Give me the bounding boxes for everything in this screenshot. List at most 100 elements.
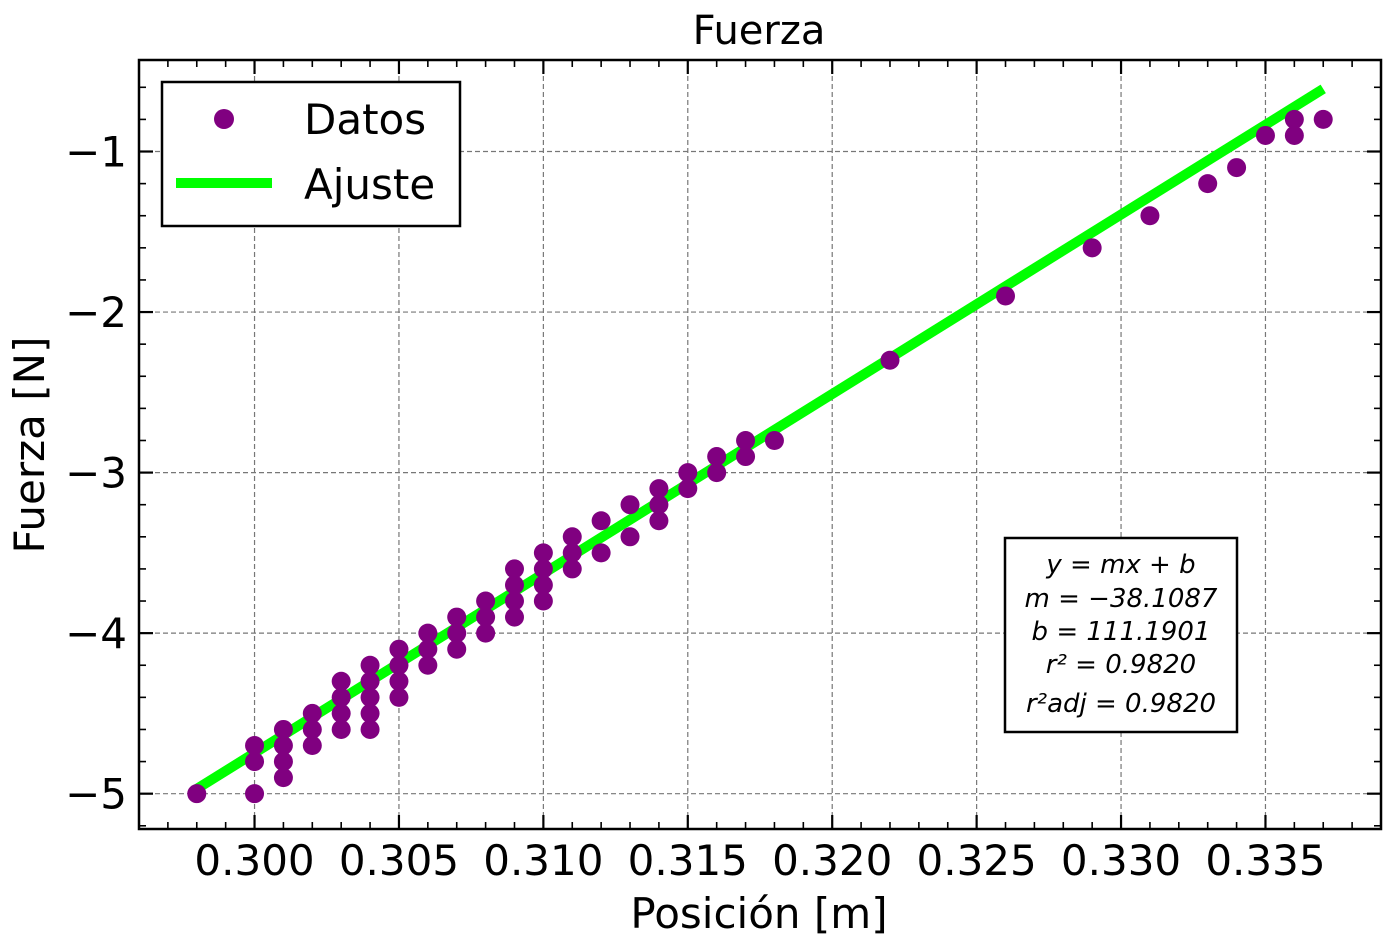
data-point — [245, 736, 265, 756]
data-point — [476, 623, 496, 643]
data-point — [389, 687, 409, 707]
data-point — [678, 479, 698, 499]
y-tick-label: −3 — [65, 449, 127, 498]
data-point — [533, 591, 553, 611]
annotation-intercept: b = 111.1901 — [1032, 617, 1211, 647]
y-tick-label: −5 — [65, 770, 127, 819]
data-point — [476, 591, 496, 611]
data-point — [1284, 125, 1304, 145]
data-point — [620, 527, 640, 547]
data-point — [736, 430, 756, 450]
data-point — [880, 350, 900, 370]
data-point — [331, 703, 351, 723]
y-tick-label: −2 — [65, 288, 127, 337]
data-point — [418, 623, 438, 643]
data-point — [302, 719, 322, 739]
y-tick-labels: −5 −4 −3 −2 −1 — [65, 128, 127, 819]
data-point — [360, 687, 380, 707]
plot-frame — [137, 58, 1383, 831]
data-point — [533, 543, 553, 563]
data-point — [273, 768, 293, 788]
data-point — [562, 527, 582, 547]
data-point — [504, 575, 524, 595]
data-point — [360, 719, 380, 739]
x-tick-label: 0.315 — [628, 836, 748, 885]
fit-line — [194, 84, 1326, 794]
data-point — [245, 752, 265, 772]
data-point — [764, 430, 784, 450]
data-point — [1082, 238, 1102, 258]
data-point — [360, 655, 380, 675]
data-point — [649, 479, 669, 499]
data-point — [736, 447, 756, 467]
data-point — [1284, 109, 1304, 129]
data-point — [418, 639, 438, 659]
x-tick-label: 0.325 — [917, 836, 1037, 885]
data-point — [1140, 206, 1160, 226]
data-point — [360, 671, 380, 691]
legend-marker-datos — [214, 109, 234, 129]
legend-label-datos: Datos — [304, 95, 426, 144]
data-point — [1227, 158, 1247, 178]
data-point — [707, 447, 727, 467]
data-point — [996, 286, 1016, 306]
data-points-layer — [187, 109, 1333, 804]
legend: Datos Ajuste — [160, 80, 462, 228]
annotation-slope: m = −38.1087 — [1025, 584, 1218, 614]
x-tick-label: 0.300 — [194, 836, 314, 885]
data-point — [707, 463, 727, 483]
data-point — [591, 511, 611, 531]
data-point — [533, 559, 553, 579]
data-point — [504, 591, 524, 611]
data-point — [245, 784, 265, 804]
data-point — [476, 607, 496, 627]
fit-annotation: y = mx + b m = −38.1087 b = 111.1901 r² … — [1003, 536, 1239, 734]
data-point — [562, 543, 582, 563]
data-point — [360, 703, 380, 723]
x-tick-label: 0.305 — [339, 836, 459, 885]
y-axis-label: Fuerza [N] — [5, 337, 54, 554]
data-point — [504, 607, 524, 627]
data-point — [187, 784, 207, 804]
annotation-r2-adjusted: r²adj = 0.9820 — [1026, 689, 1216, 719]
x-tick-labels: 0.300 0.305 0.310 0.315 0.320 0.325 0.330 0.335 — [194, 836, 1325, 885]
x-tick-label: 0.310 — [483, 836, 603, 885]
data-point — [389, 671, 409, 691]
data-point — [302, 736, 322, 756]
x-axis-label: Posición [m] — [630, 889, 887, 938]
fit-line-layer — [194, 84, 1326, 794]
data-point — [504, 559, 524, 579]
ticks — [138, 60, 1382, 829]
y-tick-label: −1 — [65, 128, 127, 177]
data-point — [273, 736, 293, 756]
data-point — [389, 655, 409, 675]
data-point — [273, 719, 293, 739]
data-point — [418, 655, 438, 675]
y-tick-label: −4 — [65, 609, 127, 658]
data-point — [273, 752, 293, 772]
legend-label-ajuste: Ajuste — [304, 160, 435, 209]
x-tick-label: 0.330 — [1061, 836, 1181, 885]
annotation-r2: r² = 0.9820 — [1046, 650, 1196, 680]
grid — [139, 60, 1381, 829]
x-tick-label: 0.335 — [1205, 836, 1325, 885]
annotation-equation: y = mx + b — [1045, 550, 1195, 580]
data-point — [649, 495, 669, 515]
fit-annotation-box — [1003, 536, 1239, 734]
data-point — [1313, 109, 1333, 129]
data-point — [331, 687, 351, 707]
data-point — [389, 639, 409, 659]
data-point — [562, 559, 582, 579]
data-point — [331, 719, 351, 739]
data-point — [447, 623, 467, 643]
data-point — [302, 703, 322, 723]
data-point — [533, 575, 553, 595]
data-point — [1198, 174, 1218, 194]
data-point — [331, 671, 351, 691]
data-point — [678, 463, 698, 483]
data-point — [649, 511, 669, 531]
chart-title: Fuerza — [693, 8, 826, 54]
data-point — [447, 639, 467, 659]
data-point — [591, 543, 611, 563]
